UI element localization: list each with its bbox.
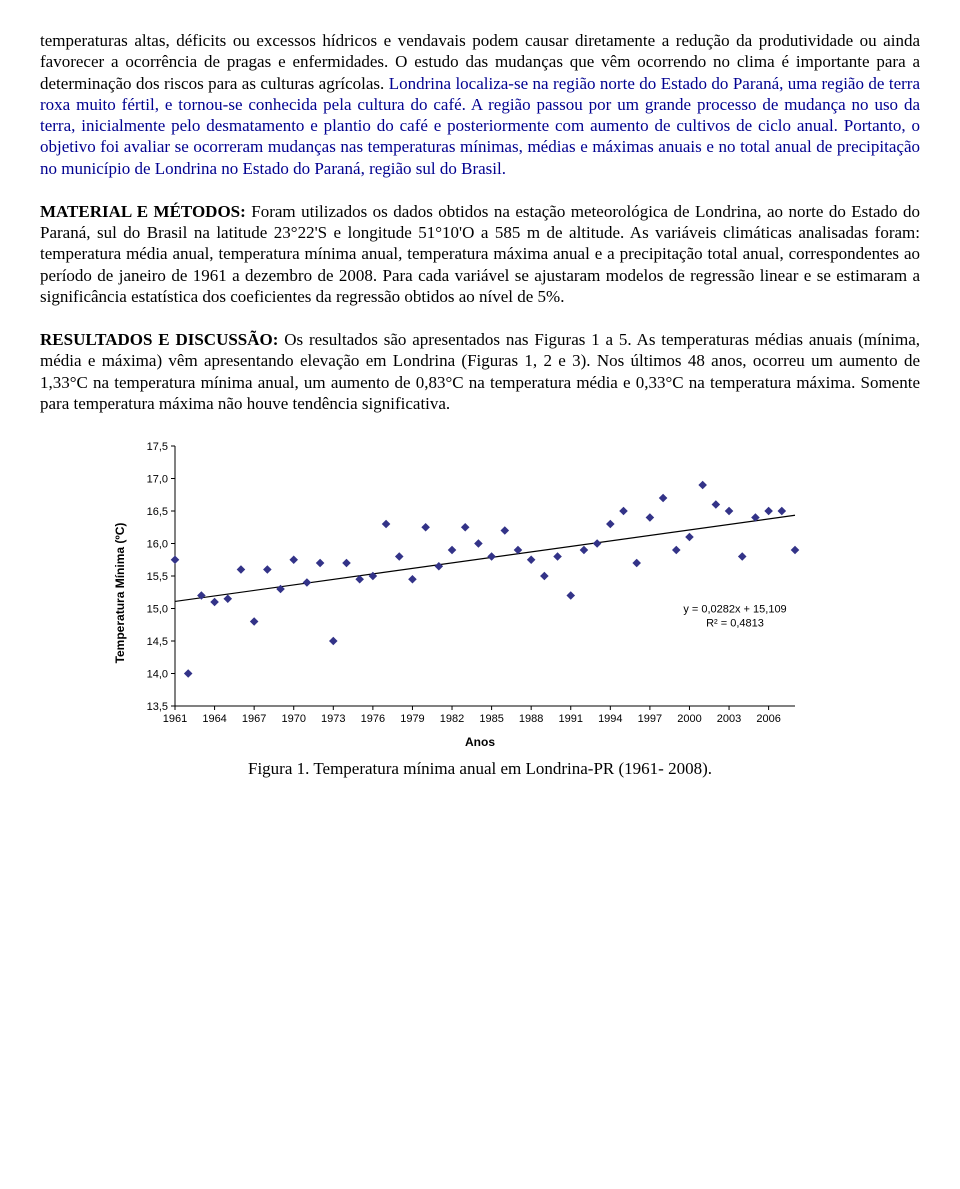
- svg-text:1961: 1961: [163, 713, 187, 725]
- svg-text:1973: 1973: [321, 713, 345, 725]
- methods-paragraph: MATERIAL E MÉTODOS: Foram utilizados os …: [40, 201, 920, 307]
- svg-text:1979: 1979: [400, 713, 424, 725]
- svg-text:17,0: 17,0: [147, 474, 168, 486]
- svg-text:1982: 1982: [440, 713, 464, 725]
- results-heading: RESULTADOS E DISCUSSÃO:: [40, 330, 278, 349]
- svg-text:1985: 1985: [479, 713, 503, 725]
- svg-text:1970: 1970: [281, 713, 305, 725]
- figure-1-caption: Figura 1. Temperatura mínima anual em Lo…: [40, 759, 920, 779]
- svg-text:14,0: 14,0: [147, 669, 168, 681]
- svg-text:1976: 1976: [361, 713, 385, 725]
- svg-text:1997: 1997: [638, 713, 662, 725]
- svg-text:14,5: 14,5: [147, 636, 168, 648]
- svg-text:15,5: 15,5: [147, 571, 168, 583]
- chart-x-label: Anos: [130, 735, 830, 749]
- figure-1-chart: Temperatura Mínima (ºC) 13,514,014,515,0…: [130, 436, 830, 749]
- svg-text:1967: 1967: [242, 713, 266, 725]
- svg-text:2003: 2003: [717, 713, 741, 725]
- svg-text:1964: 1964: [202, 713, 226, 725]
- svg-text:16,0: 16,0: [147, 539, 168, 551]
- svg-text:R² = 0,4813: R² = 0,4813: [706, 618, 764, 630]
- svg-text:1991: 1991: [559, 713, 583, 725]
- chart-y-label: Temperatura Mínima (ºC): [113, 522, 127, 663]
- svg-text:y = 0,0282x + 15,109: y = 0,0282x + 15,109: [683, 604, 786, 616]
- intro-paragraph: temperaturas altas, déficits ou excessos…: [40, 30, 920, 179]
- svg-text:1988: 1988: [519, 713, 543, 725]
- results-paragraph: RESULTADOS E DISCUSSÃO: Os resultados sã…: [40, 329, 920, 414]
- svg-text:15,0: 15,0: [147, 604, 168, 616]
- svg-text:17,5: 17,5: [147, 441, 168, 453]
- svg-text:1994: 1994: [598, 713, 622, 725]
- chart-svg: 13,5 14,0 14,5 15,0 15,5 16,0 16,5 17,0 17,5 1961…: [130, 436, 805, 731]
- svg-text:16,5: 16,5: [147, 506, 168, 518]
- svg-text:2006: 2006: [756, 713, 780, 725]
- svg-text:2000: 2000: [677, 713, 701, 725]
- svg-text:13,5: 13,5: [147, 701, 168, 713]
- methods-heading: MATERIAL E MÉTODOS:: [40, 202, 246, 221]
